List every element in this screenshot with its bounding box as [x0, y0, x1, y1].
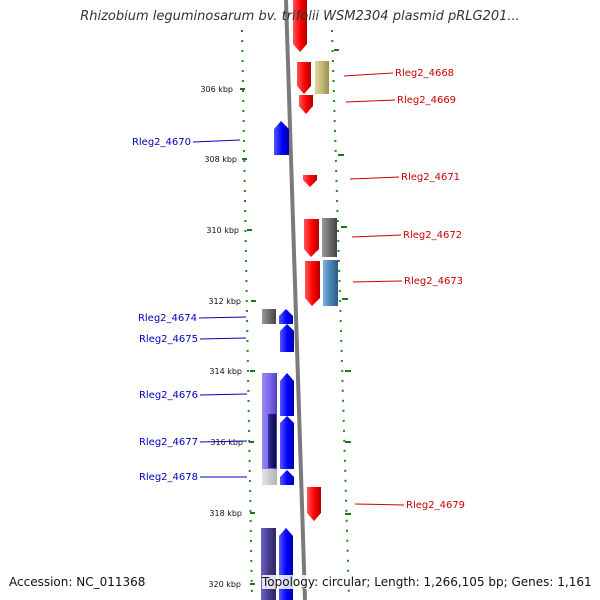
gene-arrow-forward[interactable]: [304, 219, 319, 257]
tick-label: 306 kbp: [200, 85, 233, 94]
forward-genes: [293, 0, 321, 521]
gene-arrow-reverse[interactable]: [274, 121, 289, 155]
leader-line: [345, 99, 396, 103]
gene-arrow-reverse[interactable]: [280, 416, 294, 469]
gene-arrow-forward[interactable]: [293, 0, 307, 52]
cog-box[interactable]: [261, 528, 276, 600]
gene-label-rleg2-4670[interactable]: Rleg2_4670: [132, 137, 191, 148]
gene-arrow-reverse[interactable]: [280, 324, 294, 352]
leader-line: [349, 176, 400, 180]
gene-label-rleg2-4678[interactable]: Rleg2_4678: [139, 472, 198, 483]
ruler-dots-right: [331, 29, 350, 599]
gene-arrow-forward[interactable]: [297, 62, 311, 94]
map-title: Rhizobium leguminosarum bv. trifolii WSM…: [80, 9, 520, 24]
cog-box[interactable]: [268, 414, 276, 468]
leader-line: [354, 503, 405, 506]
leader-line: [351, 234, 402, 238]
tick-label: 320 kbp: [208, 580, 241, 589]
gene-arrow-forward[interactable]: [299, 95, 313, 114]
gene-label-rleg2-4671[interactable]: Rleg2_4671: [401, 172, 460, 183]
accession-text: Accession: NC_011368: [9, 575, 146, 589]
cog-box[interactable]: [262, 469, 277, 485]
reverse-cog-boxes: [261, 309, 277, 600]
gene-label-rleg2-4672[interactable]: Rleg2_4672: [403, 230, 462, 241]
leader-lines: [192, 72, 405, 506]
tick-label: 308 kbp: [204, 155, 237, 164]
leader-line: [343, 72, 394, 77]
topology-summary: Topology: circular; Length: 1,266,105 bp…: [262, 575, 594, 589]
gene-label-rleg2-4673[interactable]: Rleg2_4673: [404, 276, 463, 287]
gene-label-rleg2-4669[interactable]: Rleg2_4669: [397, 95, 456, 106]
tick-label: 310 kbp: [206, 226, 239, 235]
gene-label-rleg2-4675[interactable]: Rleg2_4675: [139, 334, 198, 345]
tick-label: 314 kbp: [209, 367, 242, 376]
gene-arrow-forward[interactable]: [303, 175, 317, 187]
gene-arrow-reverse[interactable]: [279, 528, 293, 600]
gene-labels: Rleg2_4668 Rleg2_4669 Rleg2_4670 Rleg2_4…: [132, 68, 465, 511]
gene-arrow-reverse[interactable]: [280, 373, 294, 416]
scale-ticks: 306 kbp 308 kbp 310 kbp 312 kbp 314 kbp …: [200, 49, 351, 589]
leader-line: [198, 316, 247, 319]
gene-label-rleg2-4679[interactable]: Rleg2_4679: [406, 500, 465, 511]
gene-label-rleg2-4677[interactable]: Rleg2_4677: [139, 437, 198, 448]
leader-line: [199, 393, 248, 396]
leader-line: [199, 337, 247, 340]
tick-label: 318 kbp: [209, 509, 242, 518]
leader-line: [199, 440, 248, 443]
gene-label-rleg2-4676[interactable]: Rleg2_4676: [139, 390, 198, 401]
gene-label-rleg2-4674[interactable]: Rleg2_4674: [138, 313, 197, 324]
leader-line: [352, 280, 403, 283]
cog-box[interactable]: [262, 309, 276, 324]
gene-arrow-forward[interactable]: [305, 261, 320, 306]
tick-label: 312 kbp: [208, 297, 241, 306]
tick-label: 316 kbp: [210, 438, 243, 447]
plasmid-backbone: [284, 0, 307, 600]
forward-cog-boxes: [315, 61, 338, 306]
cog-box[interactable]: [323, 260, 338, 306]
gene-label-rleg2-4668[interactable]: Rleg2_4668: [395, 68, 454, 79]
gene-arrow-reverse[interactable]: [280, 470, 294, 485]
leader-line: [192, 139, 241, 143]
gene-arrow-forward[interactable]: [307, 487, 321, 521]
gene-arrow-reverse[interactable]: [279, 309, 293, 324]
cog-box[interactable]: [315, 61, 329, 94]
cog-box[interactable]: [322, 218, 337, 257]
